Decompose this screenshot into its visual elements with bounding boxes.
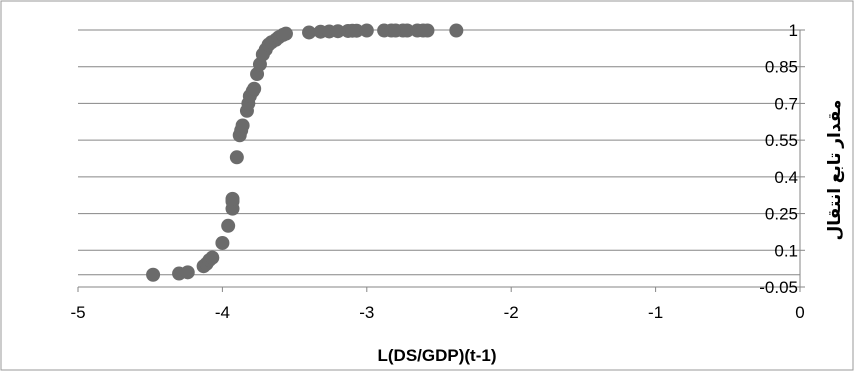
x-axis-title: L(DS/GDP)(t-1) [378, 346, 497, 365]
axes [77, 29, 805, 292]
data-point [229, 150, 244, 165]
x-tick-label: -2 [504, 303, 519, 322]
data-points [146, 23, 464, 282]
y-tick-label: 0.85 [765, 58, 798, 77]
x-tick-label: -1 [648, 303, 663, 322]
data-point [235, 118, 250, 133]
y-tick-label: 0.25 [765, 205, 798, 224]
x-tick-label: -4 [215, 303, 230, 322]
data-point [400, 23, 415, 38]
y-tick-label: 0.7 [774, 94, 798, 113]
data-point [449, 23, 464, 38]
data-point [215, 235, 230, 250]
tick-labels: -5 -4 -3 -2 -1 0 -0.05 0.1 0.25 0.4 0.55 0.7 0.85 1 [70, 21, 804, 322]
data-point [420, 23, 435, 38]
y-tick-label: -0.05 [759, 278, 798, 297]
x-tick-label: 0 [795, 303, 804, 322]
data-point [278, 26, 293, 41]
data-point [180, 265, 195, 280]
y-axis-title: مقدار تابع انتقال [825, 100, 845, 241]
data-point [330, 24, 345, 39]
y-tick-label: 0.55 [765, 131, 798, 150]
data-point [146, 267, 161, 282]
y-tick-label: 1 [789, 21, 798, 40]
y-tick-label: 0.1 [774, 241, 798, 260]
data-point [359, 23, 374, 38]
data-point [302, 25, 317, 40]
data-point [205, 250, 220, 265]
x-tick-label: -3 [359, 303, 374, 322]
y-tick-label: 0.4 [774, 168, 798, 187]
data-point [225, 191, 240, 206]
data-point [221, 218, 236, 233]
gridlines [78, 29, 800, 251]
data-point [247, 81, 262, 96]
x-tick-label: -5 [70, 303, 85, 322]
data-point [349, 23, 364, 38]
